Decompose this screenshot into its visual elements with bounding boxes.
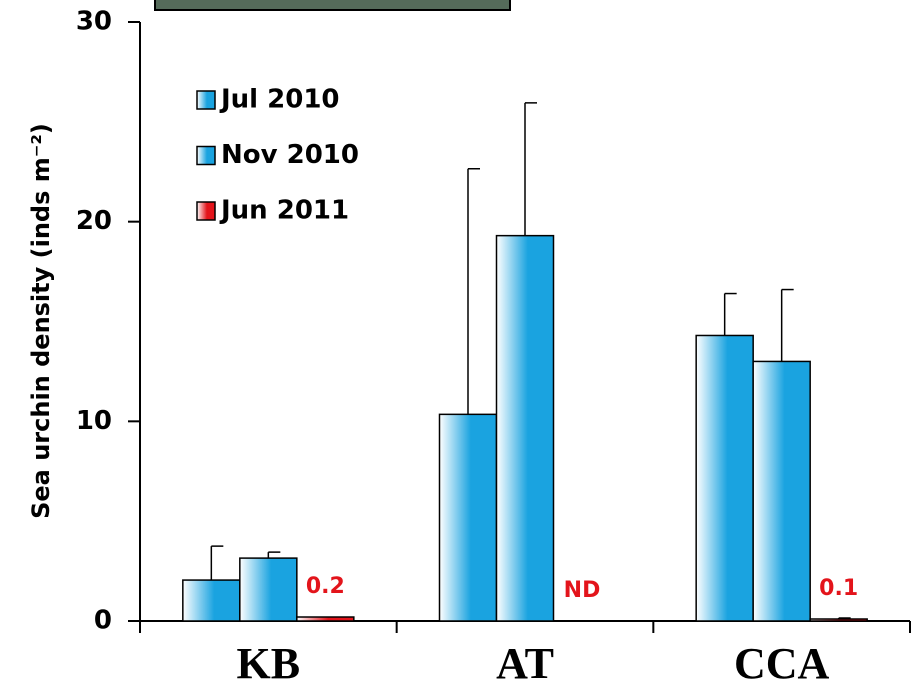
- legend-swatch: [196, 145, 216, 166]
- value-label: ND: [564, 578, 601, 603]
- legend-label: Nov 2010: [221, 140, 359, 170]
- bar: [809, 618, 868, 622]
- value-label: 0.1: [819, 576, 858, 601]
- legend-label: Jul 2010: [219, 85, 340, 115]
- y-axis-label: Sea urchin density (inds m⁻²): [27, 123, 55, 519]
- y-tick-label: 30: [76, 7, 112, 37]
- y-tick-label: 20: [76, 206, 112, 236]
- legend-label: Jun 2011: [219, 196, 349, 226]
- bar: [239, 557, 298, 622]
- x-tick-label: KB: [237, 639, 301, 688]
- y-tick-label: 0: [94, 606, 112, 636]
- x-tick-label: CCA: [734, 639, 830, 688]
- bar: [752, 360, 811, 622]
- x-tick-label: AT: [496, 639, 554, 688]
- bar: [182, 579, 241, 622]
- bar: [438, 413, 498, 622]
- legend-swatch: [196, 201, 216, 221]
- bar: [695, 334, 754, 622]
- bar: [296, 616, 355, 622]
- y-tick-label: 10: [76, 406, 112, 436]
- photo-inset: [154, 0, 511, 11]
- bar: [495, 234, 555, 622]
- value-label: 0.2: [306, 574, 345, 599]
- legend-swatch: [196, 90, 216, 110]
